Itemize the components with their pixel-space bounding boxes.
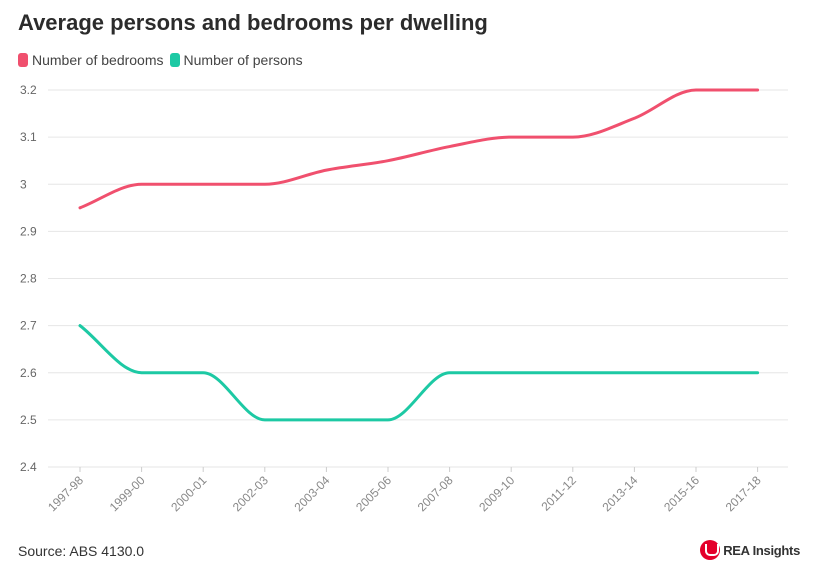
y-tick-label: 2.6 — [20, 366, 37, 380]
y-tick-label: 3.1 — [20, 130, 37, 144]
data-point-bedrooms[interactable] — [508, 134, 514, 140]
y-tick-label: 2.5 — [20, 413, 37, 427]
data-point-bedrooms[interactable] — [262, 181, 268, 187]
grid-layer — [48, 89, 788, 468]
data-point-persons[interactable] — [139, 370, 145, 376]
data-point-persons[interactable] — [262, 417, 268, 423]
data-point-persons[interactable] — [447, 370, 453, 376]
y-tick-label: 3.2 — [20, 83, 37, 97]
source-note: Source: ABS 4130.0 — [18, 543, 145, 559]
legend-swatch-bedrooms — [18, 53, 28, 67]
data-point-persons[interactable] — [693, 370, 699, 376]
x-axis: 1997-98 1999-00 2000-01 2002-03 2003-04 2005-… — [45, 467, 764, 514]
data-point-persons[interactable] — [385, 417, 391, 423]
data-point-bedrooms[interactable] — [323, 167, 329, 173]
data-point-bedrooms[interactable] — [447, 144, 453, 150]
series-layer — [77, 87, 761, 423]
y-tick-label: 3 — [20, 177, 27, 191]
series-line-bedrooms[interactable] — [78, 88, 760, 210]
chart-legend: Number of bedrooms Number of persons — [18, 52, 309, 68]
data-point-persons[interactable] — [570, 370, 576, 376]
x-tick-label: 2011-12 — [539, 473, 580, 514]
logo-text: REA Insights — [723, 542, 800, 558]
legend-item-persons[interactable]: Number of persons — [169, 52, 303, 68]
rea-insights-logo: REA Insights — [700, 540, 800, 560]
x-tick-label: 2013-14 — [599, 473, 640, 514]
legend-label-persons: Number of persons — [183, 52, 303, 68]
data-point-bedrooms[interactable] — [139, 181, 145, 187]
x-tick-label: 2000-01 — [168, 473, 209, 514]
x-tick-label: 2003-04 — [291, 473, 332, 514]
data-point-bedrooms[interactable] — [693, 87, 699, 93]
x-tick-label: 2007-08 — [415, 473, 456, 514]
data-point-persons[interactable] — [323, 417, 329, 423]
x-tick-label: 1997-98 — [45, 473, 86, 514]
y-tick-label: 2.9 — [20, 224, 37, 238]
x-tick-label: 2015-16 — [661, 473, 702, 514]
x-tick-label: 2002-03 — [230, 473, 271, 514]
data-point-bedrooms[interactable] — [200, 181, 206, 187]
data-point-bedrooms[interactable] — [385, 158, 391, 164]
x-tick-label: 2009-10 — [476, 473, 517, 514]
chart-title: Average persons and bedrooms per dwellin… — [18, 10, 488, 35]
legend-swatch-persons — [169, 53, 180, 67]
data-point-persons[interactable] — [755, 370, 761, 376]
data-point-persons[interactable] — [200, 370, 206, 376]
data-point-persons[interactable] — [77, 323, 83, 329]
y-tick-label: 2.4 — [20, 460, 37, 474]
y-tick-label: 2.8 — [20, 272, 37, 286]
series-line-persons[interactable] — [78, 324, 760, 422]
legend-item-bedrooms[interactable]: Number of bedrooms — [18, 52, 164, 68]
y-tick-label: 2.7 — [20, 319, 37, 333]
y-axis: 3.2 3.1 3 2.9 2.8 2.7 2.6 2.5 2.4 — [20, 83, 37, 474]
legend-label-bedrooms: Number of bedrooms — [32, 52, 164, 68]
data-point-bedrooms[interactable] — [631, 115, 637, 121]
data-point-bedrooms[interactable] — [570, 134, 576, 140]
x-tick-label: 2017-18 — [723, 473, 764, 514]
x-tick-label: 2005-06 — [353, 473, 394, 514]
data-point-bedrooms[interactable] — [77, 205, 83, 211]
x-tick-label: 1999-00 — [107, 473, 148, 514]
data-point-persons[interactable] — [631, 370, 637, 376]
rea-logo-icon — [700, 540, 721, 560]
data-point-persons[interactable] — [508, 370, 514, 376]
data-point-bedrooms[interactable] — [755, 87, 761, 93]
